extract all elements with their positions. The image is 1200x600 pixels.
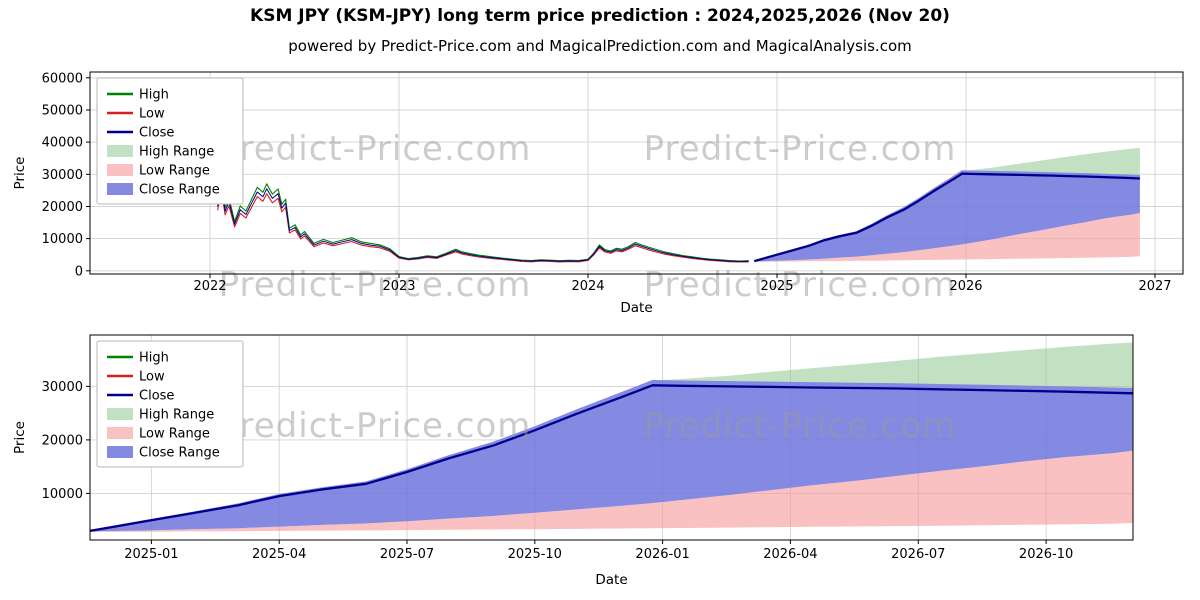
y-tick-label: 20000	[42, 200, 83, 215]
low-line	[217, 190, 749, 263]
legend-label: High	[139, 88, 169, 103]
y-tick-label: 30000	[42, 168, 83, 183]
series	[89, 380, 1134, 533]
legend-label: Low	[139, 107, 165, 122]
watermark-text: Predict-Price.com	[219, 406, 532, 446]
x-tick-label: 2022	[193, 279, 226, 294]
y-tick-label: 30000	[42, 380, 83, 395]
watermark-text: Predict-Price.com	[644, 265, 957, 305]
y-tick-label: 60000	[42, 71, 83, 86]
y-tick-label: 10000	[42, 487, 83, 502]
legend: High Low Close High Range Low Range Close Ran…	[96, 77, 244, 205]
long-term-price-chart: Predict-Price.com Predict-Price.com Predic…	[12, 71, 1184, 316]
page-subtitle: powered by Predict-Price.com and Magical…	[288, 37, 912, 55]
axes: 2022 2023 2024 2025 2026 2027 0 10000 20000 30000…	[12, 71, 1184, 316]
x-axis-label: Date	[595, 572, 627, 588]
x-tick-label: 2026	[949, 279, 982, 294]
close-line-forecast	[753, 172, 1140, 263]
close-upper-line	[89, 380, 1134, 531]
legend-box	[96, 77, 244, 205]
series	[217, 170, 1140, 263]
plot-border	[89, 334, 1134, 541]
legend-patch-sample	[107, 145, 133, 157]
legend-label: Close Range	[139, 446, 220, 461]
y-tick-label: 40000	[42, 136, 83, 151]
low-range-band	[754, 212, 1140, 262]
close-range-band	[90, 380, 1133, 532]
axes: 2025-01 2025-04 2025-07 2025-10 2026-01 2026-…	[12, 334, 1134, 588]
x-tick-label: 2025	[760, 279, 793, 294]
y-axis-label: Price	[12, 421, 28, 454]
watermarks: Predict-Price.com Predict-Price.com Predic…	[219, 129, 957, 305]
legend-patch-sample	[107, 446, 133, 458]
x-tick-label: 2025-10	[508, 547, 562, 562]
legend-box	[96, 340, 244, 468]
forecast-bands	[754, 147, 1140, 262]
page-title: KSM JPY (KSM-JPY) long term price predic…	[250, 6, 950, 26]
forecast-bands	[90, 342, 1133, 532]
legend-label: High	[139, 351, 169, 366]
x-tick-label: 2027	[1138, 279, 1171, 294]
x-tick-label: 2025-01	[124, 547, 178, 562]
legend-patch-sample	[107, 183, 133, 195]
x-tick-label: 2024	[571, 279, 604, 294]
high-range-band	[90, 342, 1133, 531]
x-tick-label: 2025-04	[252, 547, 306, 562]
x-tick-label: 2023	[382, 279, 415, 294]
legend-patch-sample	[107, 427, 133, 439]
high-line	[217, 179, 749, 262]
x-tick-label: 2025-07	[380, 547, 434, 562]
close-line-forecast	[89, 384, 1134, 533]
plot-border	[89, 71, 1184, 275]
close-line-history	[217, 185, 749, 262]
y-tick-label: 50000	[42, 104, 83, 119]
legend-label: Low Range	[139, 427, 210, 442]
y-tick-label: 0	[75, 264, 83, 279]
forecast-price-chart: Predict-Price.com Predict-Price.com2025-0…	[12, 334, 1134, 588]
x-tick-label: 2026-01	[635, 547, 689, 562]
x-tick-label: 2026-10	[1019, 547, 1073, 562]
legend: High Low Close High Range Low Range Close Ran…	[96, 340, 244, 468]
close-range-band	[754, 170, 1140, 262]
y-tick-label: 10000	[42, 232, 83, 247]
legend-label: Close	[139, 389, 174, 404]
y-axis-label: Price	[12, 157, 28, 190]
legend-label: Low Range	[139, 164, 210, 179]
low-range-band	[90, 450, 1133, 532]
x-tick-label: 2026-04	[763, 547, 817, 562]
legend-patch-sample	[107, 408, 133, 420]
watermark-text: Predict-Price.com	[219, 265, 532, 305]
legend-label: Low	[139, 370, 165, 385]
legend-label: Close	[139, 126, 174, 141]
legend-label: High Range	[139, 145, 214, 160]
legend-label: Close Range	[139, 183, 220, 198]
y-tick-label: 20000	[42, 433, 83, 448]
high-range-band	[754, 147, 1140, 261]
watermark-text: Predict-Price.com	[644, 129, 957, 169]
watermarks: Predict-Price.com Predict-Price.com	[219, 406, 957, 446]
legend-patch-sample	[107, 164, 133, 176]
x-axis-label: Date	[620, 300, 652, 316]
legend-label: High Range	[139, 408, 214, 423]
watermark-text: Predict-Price.com	[644, 406, 957, 446]
x-tick-label: 2026-07	[891, 547, 945, 562]
watermark-text: Predict-Price.com	[219, 129, 532, 169]
